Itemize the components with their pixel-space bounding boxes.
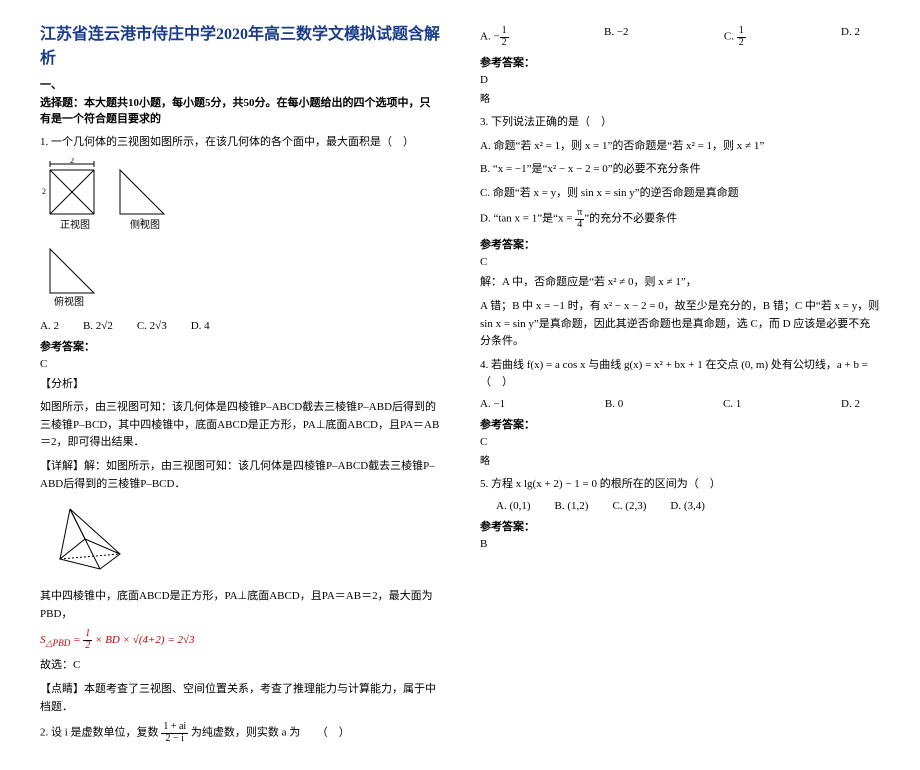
q2-answer-label: 参考答案： [480,54,880,70]
q5-opt-d[interactable]: D. (3,4) [670,500,705,512]
q5-answer: B [480,538,880,550]
q1-opt-a[interactable]: A. 2 [40,320,59,332]
q5-options: A. (0,1) B. (1,2) C. (2,3) D. (3,4) [480,500,880,512]
q1-line2: 其中四棱锥中，底面ABCD是正方形，PA⊥底面ABCD，且PA＝AB＝2，最大面… [40,588,440,623]
q1-fenxi-body: 如图所示，由三视图可知：该几何体是四棱锥P–ABCD截去三棱锥P–ABD后得到的… [40,399,440,452]
svg-text:2: 2 [70,158,74,165]
q1-solution-figure [40,499,440,582]
q1-fenxi-label: 【分析】 [40,376,440,394]
q4-text: 4. 若曲线 f(x) = a cos x 与曲线 g(x) = x² + bx… [480,357,880,392]
q3-opt-a[interactable]: A. 命题“若 x² = 1，则 x = 1”的否命题是“若 x² = 1，则 … [480,138,880,156]
q1-dianjing: 【点睛】本题考查了三视图、空间位置关系，考查了推理能力与计算能力，属于中档题． [40,681,440,716]
q4-opt-a[interactable]: A. −1 [480,398,505,410]
q3-text: 3. 下列说法正确的是（ ） [480,114,880,132]
q3-answer: C [480,256,880,268]
q1-text: 1. 一个几何体的三视图如图所示，在该几何体的各个面中，最大面积是（ ） [40,134,440,152]
q5-text: 5. 方程 x lg(x + 2) − 1 = 0 的根所在的区间为（ ） [480,476,880,494]
q2-options: A. −12 B. −2 C. 12 D. 2 [480,26,880,48]
svg-text:正视图: 正视图 [60,218,90,231]
q5-opt-c[interactable]: C. (2,3) [612,500,646,512]
page-title: 江苏省连云港市侍庄中学2020年高三数学文模拟试题含解析 [40,20,440,68]
q5-answer-label: 参考答案： [480,518,880,534]
q2-lue: 略 [480,92,880,108]
q2-answer: D [480,74,880,86]
q2-opt-d[interactable]: D. 2 [841,26,860,48]
q3-jie-a: 解：A 中，否命题应是“若 x² ≠ 0，则 x ≠ 1”， [480,274,880,292]
q1-opt-c[interactable]: C. 2√3 [137,320,167,332]
q5-opt-a[interactable]: A. (0,1) [496,500,531,512]
q2-opt-b[interactable]: B. −2 [604,26,629,48]
section-instruction: 选择题：本大题共10小题，每小题5分，共50分。在每小题给出的四个选项中，只有是… [40,94,440,126]
svg-text:侧视图: 侧视图 [130,218,160,231]
q1-opt-d[interactable]: D. 4 [191,320,210,332]
q1-three-views: 2 2 2 正视图 侧视图 俯视图 [40,158,440,314]
q5-opt-b[interactable]: B. (1,2) [555,500,589,512]
q1-xiangjie: 【详解】解：如图所示，由三视图可知：该几何体是四棱锥P–ABCD截去三棱锥P–A… [40,458,440,493]
q1-guxuan: 故选：C [40,657,440,675]
svg-text:俯视图: 俯视图 [54,295,84,308]
q1-opt-b[interactable]: B. 2√2 [83,320,113,332]
q4-answer-label: 参考答案： [480,416,880,432]
q4-opt-b[interactable]: B. 0 [605,398,623,410]
section-number: 一、 [40,76,440,92]
q1-formula: S△PBD = 12 × BD × √(4+2) = 2√3 [40,629,440,651]
q3-jie-b: A 错；B 中 x = −1 时，有 x² − x − 2 = 0，故至少是充分… [480,298,880,351]
q3-opt-c[interactable]: C. 命题“若 x = y，则 sin x = sin y”的逆否命题是真命题 [480,185,880,203]
q4-lue: 略 [480,454,880,470]
q4-opt-d[interactable]: D. 2 [841,398,860,410]
q1-answer: C [40,358,440,370]
q2-text: 2. 设 i 是虚数单位，复数 1 + ai2 − i 为纯虚数，则实数 a 为… [40,722,440,744]
q4-options: A. −1 B. 0 C. 1 D. 2 [480,398,880,410]
q3-answer-label: 参考答案： [480,236,880,252]
q1-options: A. 2 B. 2√2 C. 2√3 D. 4 [40,320,440,332]
q2-opt-c[interactable]: C. 12 [724,26,746,48]
q3-opt-b[interactable]: B. “x = −1”是“x² − x − 2 = 0”的必要不充分条件 [480,161,880,179]
svg-text:2: 2 [42,187,46,196]
q1-answer-label: 参考答案： [40,338,440,354]
q4-opt-c[interactable]: C. 1 [723,398,741,410]
q2-opt-a[interactable]: A. −12 [480,26,509,48]
q3-opt-d[interactable]: D. “tan x = 1”是“x = π4”的充分不必要条件 [480,208,880,230]
q4-answer: C [480,436,880,448]
